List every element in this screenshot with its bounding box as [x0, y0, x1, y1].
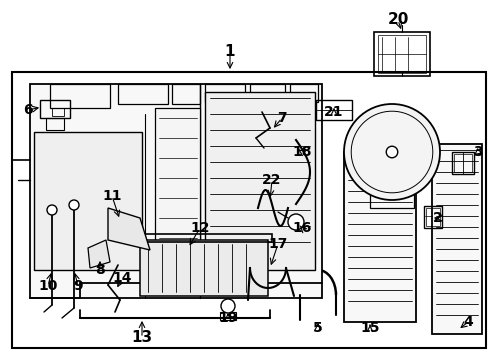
Text: 7: 7 [277, 111, 287, 125]
Text: 16: 16 [293, 221, 312, 235]
Bar [12, 72, 486, 348]
Polygon shape [88, 240, 110, 268]
Circle shape [69, 200, 79, 210]
Bar [452, 152, 474, 174]
Bar [432, 144, 482, 334]
Circle shape [47, 205, 57, 215]
Bar [290, 84, 318, 102]
Bar [30, 84, 322, 298]
Bar [52, 108, 64, 116]
Bar [172, 84, 200, 104]
Bar [344, 152, 416, 322]
Bar [374, 32, 430, 76]
Text: 5: 5 [313, 321, 323, 335]
Bar [205, 84, 245, 102]
Text: 10: 10 [38, 279, 58, 293]
Bar [378, 35, 426, 73]
Bar [140, 240, 268, 296]
Text: 1: 1 [225, 45, 235, 59]
Bar [40, 100, 70, 118]
Bar [370, 194, 414, 208]
Circle shape [288, 214, 304, 230]
Text: 11: 11 [102, 189, 122, 203]
Text: 14: 14 [112, 271, 132, 285]
Text: 17: 17 [269, 237, 288, 251]
Bar [34, 132, 142, 270]
Text: 20: 20 [387, 13, 409, 27]
Text: 6: 6 [23, 103, 33, 117]
Bar [118, 84, 168, 104]
Polygon shape [108, 208, 150, 250]
Text: 9: 9 [73, 279, 83, 293]
Bar [205, 92, 315, 270]
Text: 22: 22 [262, 173, 282, 187]
Text: 12: 12 [190, 221, 210, 235]
Text: 18: 18 [292, 145, 312, 159]
Text: 13: 13 [131, 330, 152, 346]
Bar [250, 84, 285, 106]
Bar [138, 234, 272, 242]
Bar [155, 108, 200, 263]
Bar [454, 154, 472, 172]
Bar [426, 208, 440, 226]
Text: 21: 21 [324, 105, 344, 119]
Text: 8: 8 [95, 263, 105, 277]
Text: 2: 2 [433, 211, 443, 225]
Circle shape [344, 104, 440, 200]
Text: 15: 15 [360, 321, 380, 335]
Bar [316, 100, 352, 120]
Circle shape [386, 146, 398, 158]
Bar [50, 84, 110, 108]
Text: 3: 3 [473, 145, 483, 159]
Bar [424, 206, 442, 228]
Circle shape [221, 299, 235, 313]
Bar [46, 118, 64, 130]
Text: 19: 19 [219, 311, 238, 325]
Text: 4: 4 [463, 315, 473, 329]
Bar [220, 312, 236, 320]
